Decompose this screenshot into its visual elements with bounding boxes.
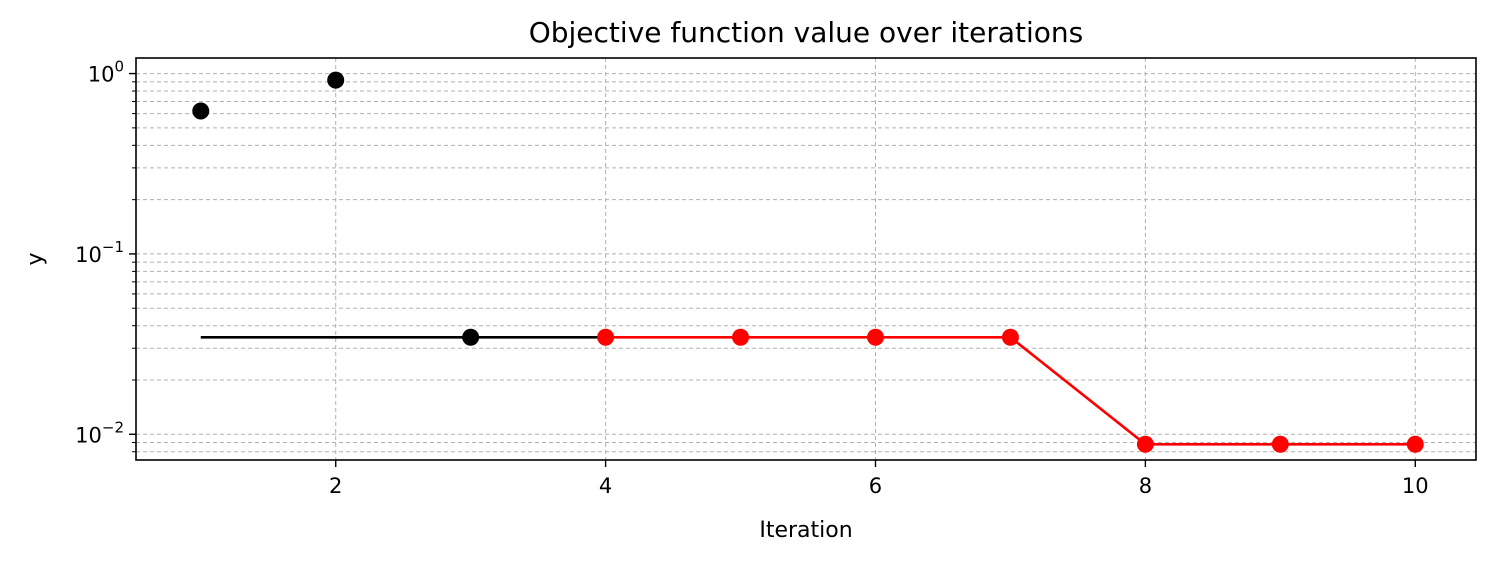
y-tick-label: 10−1 bbox=[75, 238, 124, 267]
series-2-point bbox=[866, 328, 884, 346]
series-2-line bbox=[605, 335, 1416, 446]
x-tick-label: 2 bbox=[329, 474, 342, 498]
grid bbox=[136, 58, 1476, 460]
series-2-point bbox=[732, 328, 750, 346]
series-0-point bbox=[192, 102, 210, 120]
x-axis-label: Iteration bbox=[759, 518, 852, 543]
y-tick-label: 10−2 bbox=[75, 418, 124, 447]
x-tick-label: 10 bbox=[1402, 474, 1429, 498]
series-2-point bbox=[1406, 435, 1424, 453]
series-2-point bbox=[597, 328, 615, 346]
x-tick-label: 8 bbox=[1139, 474, 1152, 498]
plot-series bbox=[192, 71, 1424, 453]
series-0-point bbox=[327, 71, 345, 89]
y-tick-label: 100 bbox=[88, 58, 124, 87]
axes: 2 4 6 8 10 100 10−1 10−2 bbox=[75, 58, 1429, 498]
series-2-point bbox=[1136, 435, 1154, 453]
series-2-point bbox=[1271, 435, 1289, 453]
y-axis-label: y bbox=[23, 252, 48, 265]
x-tick-label: 4 bbox=[599, 474, 612, 498]
chart-title: Objective function value over iterations bbox=[529, 16, 1084, 49]
x-tick-label: 6 bbox=[869, 474, 882, 498]
series-2-point bbox=[1001, 328, 1019, 346]
plot-area-frame bbox=[135, 57, 1477, 461]
